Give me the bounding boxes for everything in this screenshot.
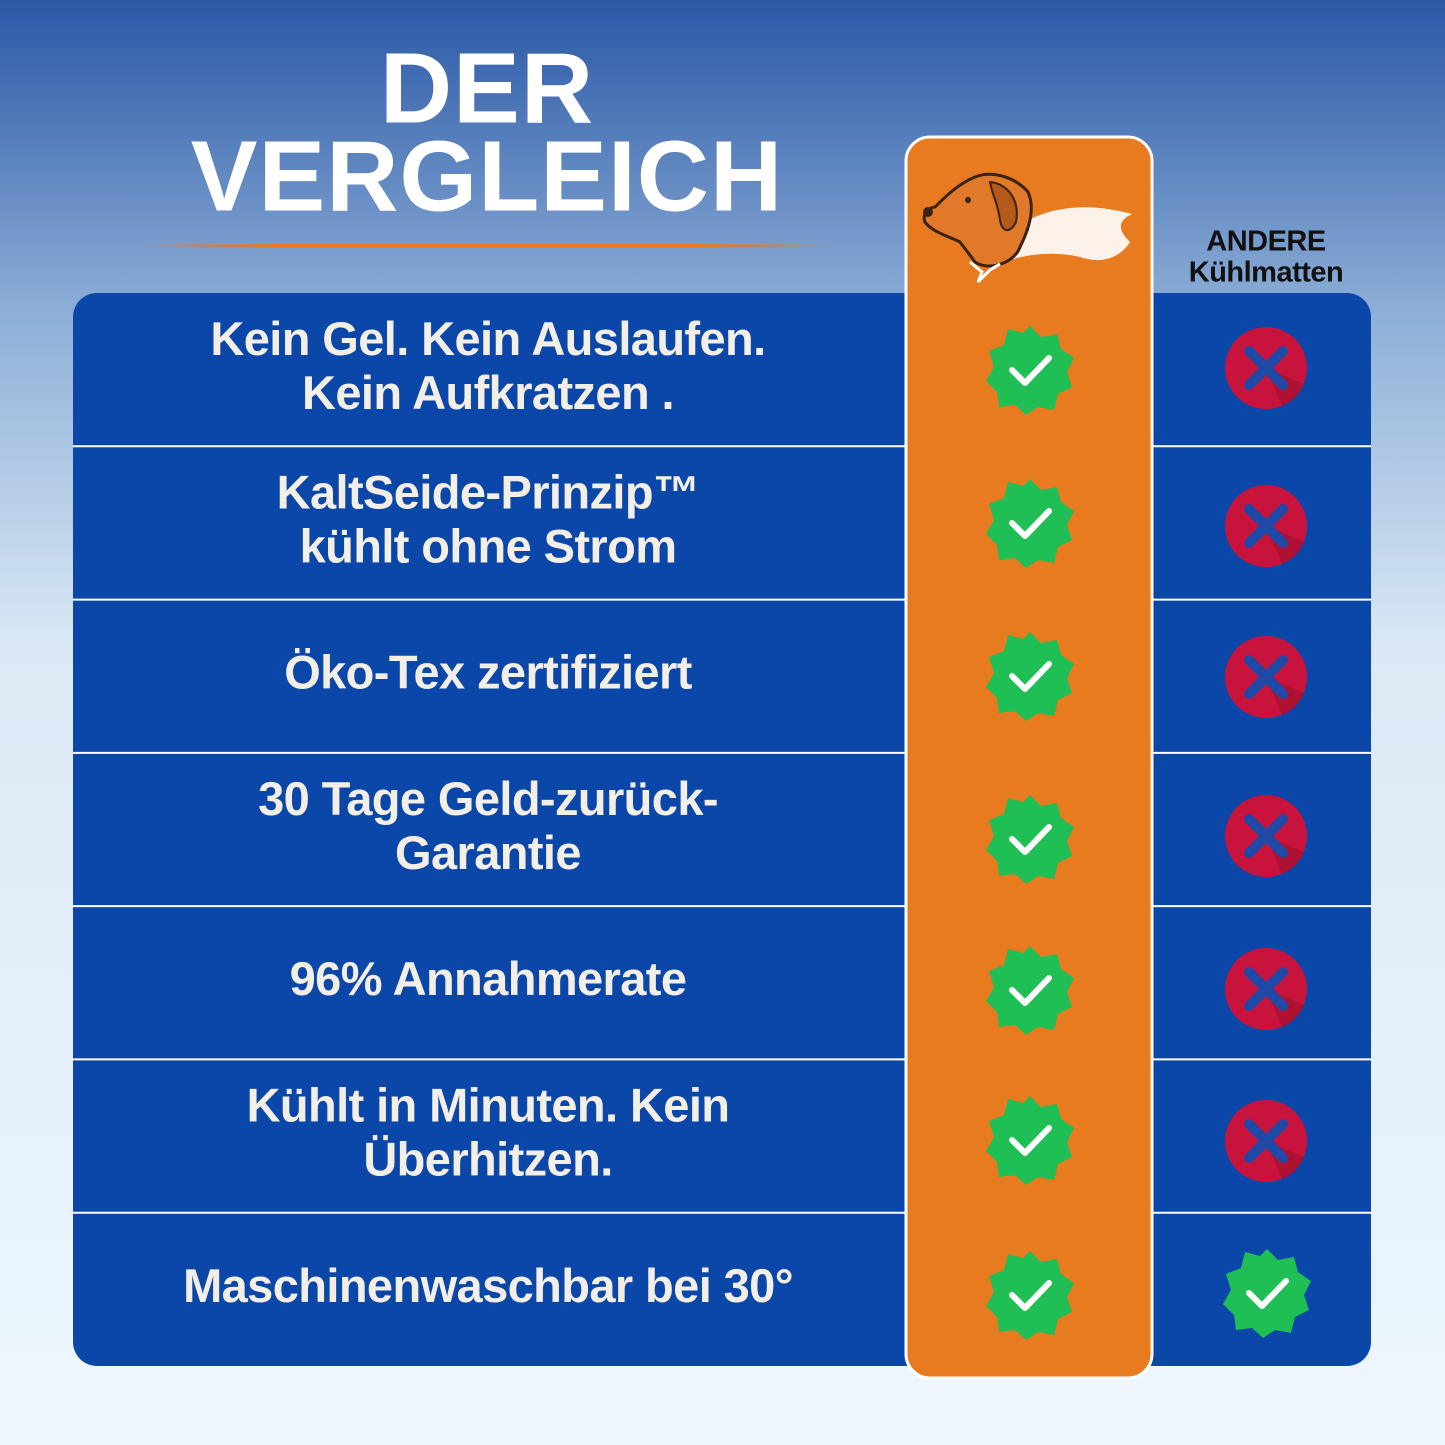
- feature-text: Kein Aufkratzen .: [302, 366, 674, 419]
- brand-column: [904, 135, 1154, 1380]
- feature-text: Überhitzen.: [363, 1132, 612, 1185]
- feature-text: Maschinenwaschbar bei 30°: [183, 1259, 793, 1312]
- title-rule: [140, 244, 832, 247]
- cross-icon: [1225, 948, 1307, 1030]
- feature-text: 96% Annahmerate: [290, 952, 687, 1005]
- cross-icon: [1225, 485, 1307, 567]
- feature-text: KaltSeide-Prinzip™: [277, 465, 700, 518]
- cross-icon: [1225, 636, 1307, 718]
- feature-texts: Kein Gel. Kein Auslaufen.Kein Aufkratzen…: [183, 312, 793, 1312]
- feature-text: 30 Tage Geld-zurück-: [258, 772, 718, 825]
- title-line: DER: [380, 32, 594, 144]
- feature-text: kühlt ohne Strom: [300, 519, 677, 572]
- feature-text: Kühlt in Minuten. Kein: [247, 1078, 730, 1131]
- row-separators: [73, 445, 1371, 1214]
- title-line: VERGLEICH: [191, 120, 783, 232]
- cross-icon: [1225, 795, 1307, 877]
- competitor-header: ANDERE: [1206, 226, 1326, 258]
- feature-text: Garantie: [395, 826, 581, 879]
- cross-icon: [1225, 327, 1307, 409]
- feature-text: Kein Gel. Kein Auslaufen.: [210, 312, 765, 365]
- feature-text: Öko-Tex zertifiziert: [284, 646, 693, 699]
- table-background: [73, 293, 1371, 1366]
- cross-icon: [1225, 1100, 1307, 1182]
- dog-logo: [922, 172, 1132, 284]
- competitor-header: Kühlmatten: [1189, 257, 1344, 289]
